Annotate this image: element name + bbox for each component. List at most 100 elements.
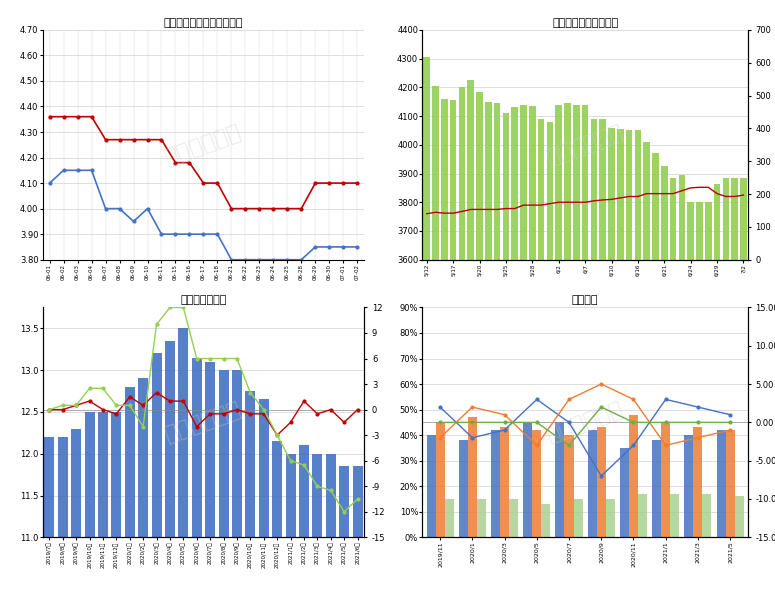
Bar [459, 87, 465, 597]
Bar [423, 57, 430, 597]
Bar [638, 494, 647, 537]
Bar [684, 435, 694, 537]
Bar [285, 454, 295, 597]
Bar [606, 499, 615, 537]
Text: 江海汇鑫期货: 江海汇鑫期货 [162, 399, 245, 445]
Bar [735, 497, 744, 537]
Bar [71, 429, 81, 597]
Bar [714, 183, 721, 597]
Bar [503, 113, 509, 597]
Bar [467, 80, 474, 597]
Bar [138, 378, 148, 597]
Bar [629, 415, 638, 537]
Bar [477, 499, 486, 537]
Bar [717, 430, 725, 537]
Bar [491, 430, 500, 537]
Bar [670, 494, 679, 537]
Bar [546, 122, 553, 597]
Text: 江海汇鑫期货: 江海汇鑫期货 [162, 122, 245, 168]
Bar [574, 499, 583, 537]
Bar [432, 86, 439, 597]
Bar [339, 466, 350, 597]
Bar [626, 130, 632, 597]
Bar [165, 341, 175, 597]
Bar [532, 430, 541, 537]
Bar [597, 427, 606, 537]
Bar [694, 427, 702, 537]
Bar [494, 103, 501, 597]
Title: 在产蛋鸡存栏量: 在产蛋鸡存栏量 [181, 296, 226, 305]
Bar [661, 422, 670, 537]
Bar [538, 119, 545, 597]
Bar [459, 440, 468, 537]
Bar [178, 328, 188, 597]
Title: 鸡龄结构: 鸡龄结构 [572, 296, 598, 305]
Bar [191, 358, 202, 597]
Bar [722, 178, 729, 597]
Bar [608, 128, 615, 597]
Bar [620, 448, 629, 537]
Bar [436, 422, 445, 537]
Bar [512, 107, 518, 597]
Bar [687, 202, 694, 597]
Text: 江海汇鑫期货: 江海汇鑫期货 [544, 122, 626, 168]
Bar [599, 119, 606, 597]
Title: 蛋价、成本、盈利指数: 蛋价、成本、盈利指数 [552, 18, 618, 27]
Bar [564, 435, 573, 537]
Bar [705, 202, 711, 597]
Bar [696, 202, 703, 597]
Bar [445, 499, 453, 537]
Text: 数据来源：智慧蛋鸡，江海汇鑫期货整理: 数据来源：智慧蛋鸡，江海汇鑫期货整理 [671, 336, 748, 343]
Bar [246, 391, 256, 597]
Bar [529, 106, 536, 597]
Bar [573, 104, 580, 597]
Title: 鸡蛋主产、销区现货价格走: 鸡蛋主产、销区现货价格走 [164, 18, 243, 27]
Bar [523, 422, 532, 537]
Bar [564, 103, 571, 597]
Bar [112, 412, 122, 597]
Bar [426, 435, 436, 537]
Bar [125, 387, 135, 597]
Bar [556, 104, 562, 597]
Bar [725, 430, 735, 537]
Bar [151, 353, 161, 597]
Bar [652, 440, 661, 537]
Legend: 盈利指数, 蛋价指数, 成本指数: 盈利指数, 蛋价指数, 成本指数 [422, 327, 556, 343]
Bar [232, 370, 242, 597]
Bar [520, 104, 527, 597]
Bar [702, 494, 711, 537]
Bar [670, 178, 677, 597]
Bar [272, 441, 282, 597]
Bar [740, 178, 747, 597]
Bar [582, 104, 588, 597]
Bar [98, 412, 108, 597]
Bar [500, 427, 509, 537]
Bar [299, 445, 309, 597]
Bar [205, 362, 215, 597]
Bar [617, 129, 624, 597]
Bar [732, 178, 738, 597]
Bar [312, 454, 322, 597]
Bar [485, 101, 491, 597]
Bar [84, 412, 95, 597]
Bar [219, 370, 229, 597]
Bar [441, 99, 448, 597]
Bar [591, 119, 598, 597]
Bar [259, 399, 269, 597]
Bar [326, 454, 336, 597]
Bar [541, 504, 550, 537]
Bar [353, 466, 363, 597]
Legend: 平均价:鸡蛋:辽宁:锦州, 平均价:鸡蛋:北京:大洋路: 平均价:鸡蛋:辽宁:锦州, 平均价:鸡蛋:北京:大洋路 [43, 327, 198, 343]
Bar [679, 175, 685, 597]
Bar [661, 167, 667, 597]
Text: 江海汇鑫期货: 江海汇鑫期货 [544, 399, 626, 445]
Bar [587, 430, 597, 537]
Bar [57, 437, 67, 597]
Bar [509, 499, 518, 537]
Bar [643, 142, 650, 597]
Bar [477, 91, 483, 597]
Bar [44, 437, 54, 597]
Bar [635, 130, 641, 597]
Bar [653, 153, 659, 597]
Bar [449, 100, 456, 597]
